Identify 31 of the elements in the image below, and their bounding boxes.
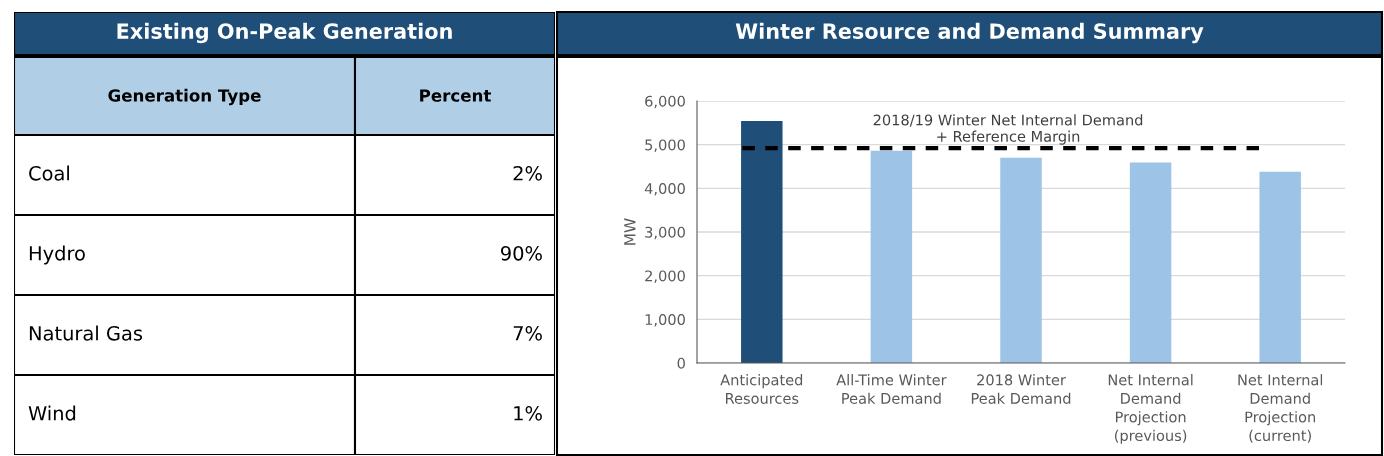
bar — [1129, 162, 1172, 363]
category-label: Hydro — [29, 245, 85, 265]
ref-line-label: 2018/19 Winter Net Internal Demand + Reference Margin — [873, 114, 1143, 145]
x-tick-label: Anticipated Resources — [720, 374, 803, 404]
y-tick-label: 0 — [677, 357, 685, 369]
category-label: Wind — [28, 405, 76, 421]
data-label: 1% — [514, 405, 542, 421]
x-tick-label: Net Internal Demand Projection (current) — [1238, 374, 1323, 443]
y-tick-label: 6,000 — [645, 95, 685, 109]
bar — [1259, 171, 1301, 363]
x-tick-label: Net Internal Demand Projection (previous) — [1108, 374, 1193, 444]
category-label: Coal — [29, 165, 69, 181]
y-axis-title: MW — [624, 218, 636, 245]
bar — [870, 150, 913, 363]
y-tick-label: 3,000 — [645, 226, 685, 240]
y-tick-label: 2,000 — [645, 270, 685, 283]
bar — [1000, 157, 1042, 363]
text: Existing On-Peak Generation — [117, 22, 452, 44]
y-tick-label: 5,000 — [645, 139, 685, 152]
text: Generation Type — [108, 88, 261, 106]
y-tick-label: 1,000 — [645, 314, 685, 327]
data-label: 90% — [501, 245, 542, 261]
y-tick-label: 4,000 — [644, 183, 685, 196]
x-tick-label: 2018 Winter Peak Demand — [971, 374, 1071, 404]
chart-title: Winter Resource and Demand Summary — [735, 22, 1204, 44]
x-tick-label: All-Time Winter Peak Demand — [836, 374, 947, 404]
data-label: 7% — [513, 325, 542, 341]
data-label: 2% — [513, 165, 542, 181]
category-label: Natural Gas — [29, 325, 143, 341]
text: Percent — [420, 89, 491, 102]
bar — [741, 121, 783, 363]
